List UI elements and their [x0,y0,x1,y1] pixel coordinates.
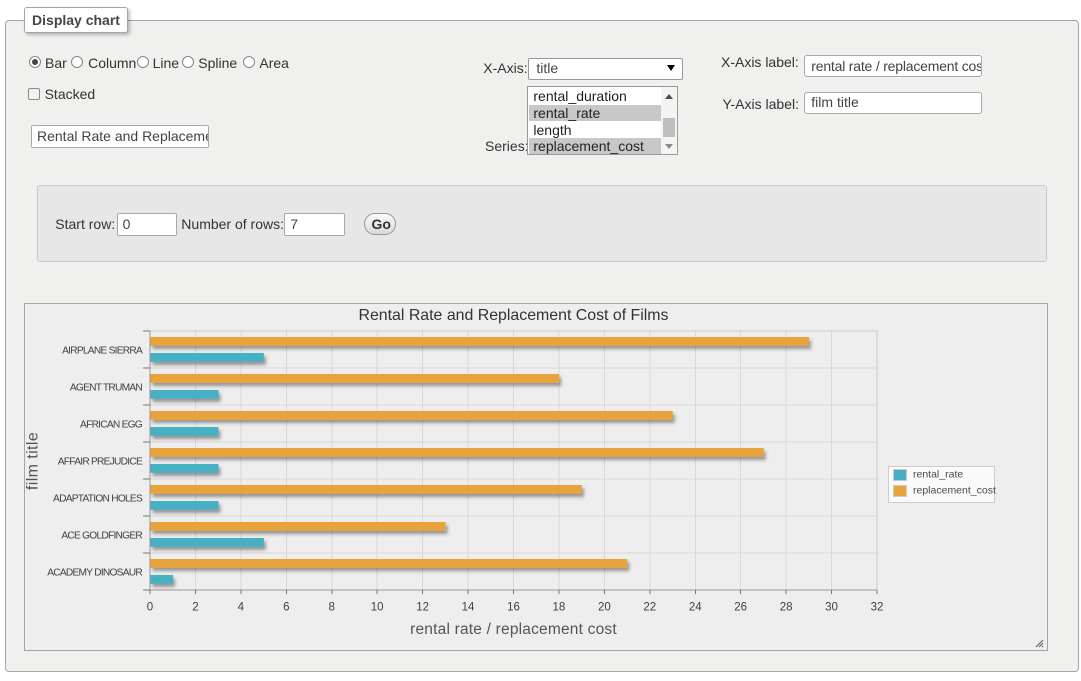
svg-text:AIRPLANE SIERRA: AIRPLANE SIERRA [62,346,143,357]
svg-text:ACADEMY DINOSAUR: ACADEMY DINOSAUR [47,568,142,579]
svg-text:24: 24 [689,602,702,614]
svg-text:6: 6 [283,602,289,614]
svg-text:2: 2 [192,602,198,614]
svg-text:12: 12 [416,602,429,614]
svg-text:22: 22 [643,602,656,614]
svg-text:rental_rate: rental_rate [913,469,963,481]
svg-text:8: 8 [329,602,335,614]
svg-text:rental rate / replacement cost: rental rate / replacement cost [410,621,617,638]
svg-text:32: 32 [871,602,884,614]
svg-text:16: 16 [507,602,520,614]
svg-text:18: 18 [553,602,566,614]
svg-text:ADAPTATION HOLES: ADAPTATION HOLES [53,494,143,505]
svg-text:0: 0 [147,602,153,614]
svg-text:AGENT TRUMAN: AGENT TRUMAN [70,383,143,394]
svg-text:ACE GOLDFINGER: ACE GOLDFINGER [61,531,142,542]
svg-text:14: 14 [462,602,475,614]
svg-text:28: 28 [780,602,793,614]
svg-text:AFRICAN EGG: AFRICAN EGG [80,420,143,431]
svg-text:replacement_cost: replacement_cost [913,485,996,497]
svg-text:20: 20 [598,602,611,614]
svg-text:30: 30 [825,602,838,614]
svg-text:26: 26 [734,602,747,614]
svg-text:4: 4 [238,602,245,614]
svg-text:10: 10 [371,602,384,614]
svg-text:AFFAIR PREJUDICE: AFFAIR PREJUDICE [58,457,143,468]
svg-text:Rental Rate and Replacement Co: Rental Rate and Replacement Cost of Film… [358,307,668,324]
svg-text:film title: film title [25,432,42,490]
